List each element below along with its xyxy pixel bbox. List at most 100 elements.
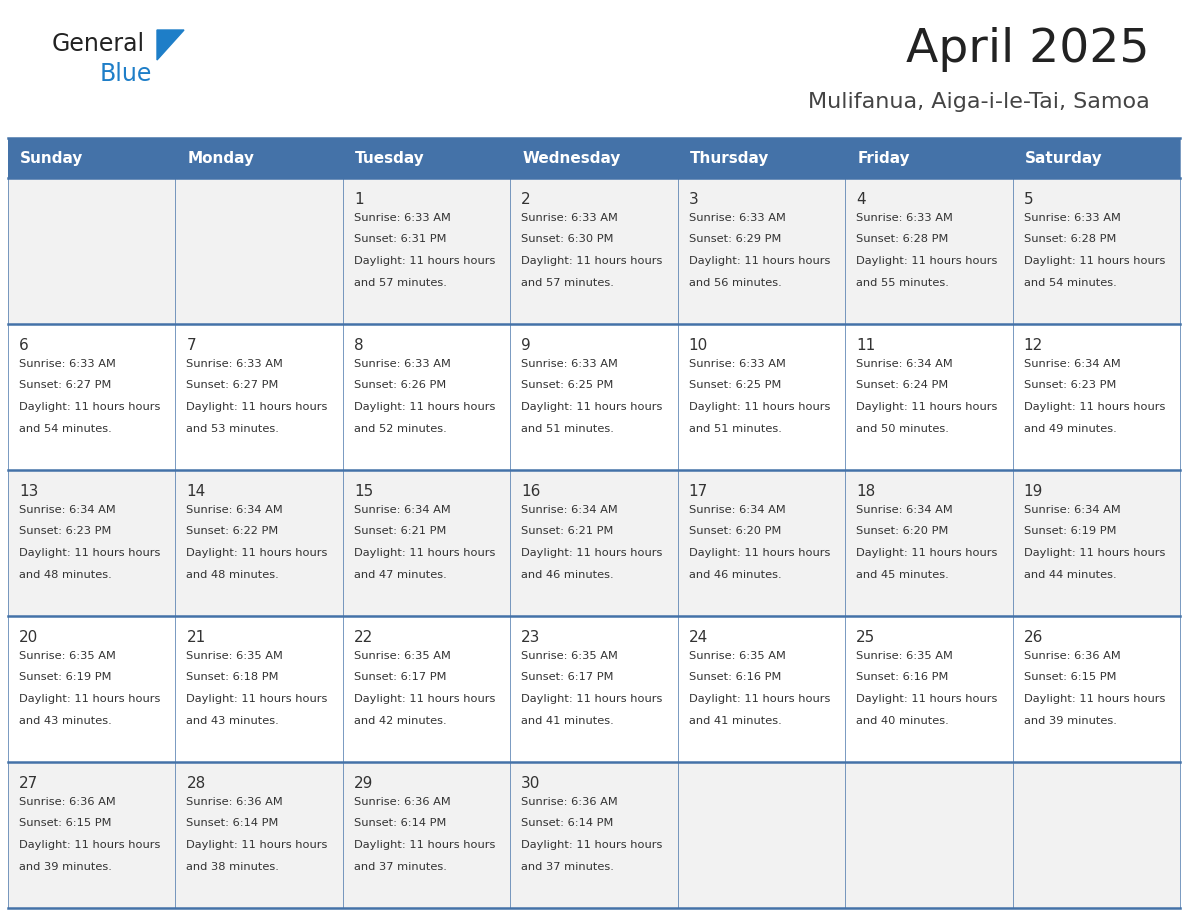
- Text: 1: 1: [354, 192, 364, 207]
- Text: Sunset: 6:15 PM: Sunset: 6:15 PM: [1024, 673, 1116, 682]
- Text: Sunrise: 6:33 AM: Sunrise: 6:33 AM: [1024, 213, 1120, 223]
- Text: Sunrise: 6:34 AM: Sunrise: 6:34 AM: [689, 505, 785, 515]
- Text: 20: 20: [19, 630, 38, 645]
- Text: Daylight: 11 hours hours: Daylight: 11 hours hours: [857, 548, 998, 558]
- Text: 29: 29: [354, 776, 373, 791]
- Text: and 37 minutes.: and 37 minutes.: [354, 861, 447, 871]
- Text: Sunset: 6:29 PM: Sunset: 6:29 PM: [689, 234, 781, 244]
- Text: Daylight: 11 hours hours: Daylight: 11 hours hours: [522, 402, 663, 412]
- Text: and 39 minutes.: and 39 minutes.: [1024, 715, 1117, 725]
- Text: Sunset: 6:25 PM: Sunset: 6:25 PM: [689, 380, 781, 390]
- Text: Sunset: 6:26 PM: Sunset: 6:26 PM: [354, 380, 447, 390]
- Text: 10: 10: [689, 338, 708, 353]
- Text: Thursday: Thursday: [690, 151, 769, 165]
- Text: Friday: Friday: [858, 151, 910, 165]
- Text: and 47 minutes.: and 47 minutes.: [354, 569, 447, 579]
- Text: and 46 minutes.: and 46 minutes.: [522, 569, 614, 579]
- Text: Wednesday: Wednesday: [523, 151, 620, 165]
- Text: Daylight: 11 hours hours: Daylight: 11 hours hours: [689, 402, 830, 412]
- Text: Sunset: 6:23 PM: Sunset: 6:23 PM: [19, 527, 112, 536]
- Text: 28: 28: [187, 776, 206, 791]
- Text: Daylight: 11 hours hours: Daylight: 11 hours hours: [19, 694, 160, 704]
- Text: Sunrise: 6:35 AM: Sunrise: 6:35 AM: [857, 651, 953, 661]
- Text: 12: 12: [1024, 338, 1043, 353]
- Text: 18: 18: [857, 484, 876, 499]
- Text: Sunset: 6:14 PM: Sunset: 6:14 PM: [354, 819, 447, 829]
- Text: Daylight: 11 hours hours: Daylight: 11 hours hours: [187, 840, 328, 850]
- Text: and 53 minutes.: and 53 minutes.: [187, 423, 279, 433]
- Text: 3: 3: [689, 192, 699, 207]
- Text: Sunset: 6:25 PM: Sunset: 6:25 PM: [522, 380, 614, 390]
- Text: April 2025: April 2025: [906, 28, 1150, 73]
- Text: Sunrise: 6:33 AM: Sunrise: 6:33 AM: [354, 359, 450, 369]
- Text: Monday: Monday: [188, 151, 254, 165]
- Text: 17: 17: [689, 484, 708, 499]
- Text: Daylight: 11 hours hours: Daylight: 11 hours hours: [187, 694, 328, 704]
- Bar: [8, 324, 1180, 470]
- Text: Sunrise: 6:34 AM: Sunrise: 6:34 AM: [1024, 359, 1120, 369]
- Text: Daylight: 11 hours hours: Daylight: 11 hours hours: [354, 548, 495, 558]
- Polygon shape: [157, 30, 184, 60]
- Text: Sunset: 6:14 PM: Sunset: 6:14 PM: [187, 819, 279, 829]
- Text: and 41 minutes.: and 41 minutes.: [689, 715, 782, 725]
- Text: Tuesday: Tuesday: [355, 151, 424, 165]
- Text: 5: 5: [1024, 192, 1034, 207]
- Bar: [8, 762, 1180, 908]
- Text: and 41 minutes.: and 41 minutes.: [522, 715, 614, 725]
- Text: and 43 minutes.: and 43 minutes.: [187, 715, 279, 725]
- Text: and 52 minutes.: and 52 minutes.: [354, 423, 447, 433]
- Text: Daylight: 11 hours hours: Daylight: 11 hours hours: [1024, 256, 1165, 266]
- Text: Daylight: 11 hours hours: Daylight: 11 hours hours: [19, 548, 160, 558]
- Text: 7: 7: [187, 338, 196, 353]
- Bar: [8, 178, 1180, 324]
- Text: Sunrise: 6:34 AM: Sunrise: 6:34 AM: [857, 359, 953, 369]
- Text: Sunset: 6:28 PM: Sunset: 6:28 PM: [857, 234, 948, 244]
- Text: and 39 minutes.: and 39 minutes.: [19, 861, 112, 871]
- Text: 16: 16: [522, 484, 541, 499]
- Bar: [8, 470, 1180, 616]
- Text: Sunset: 6:20 PM: Sunset: 6:20 PM: [857, 527, 948, 536]
- Text: and 43 minutes.: and 43 minutes.: [19, 715, 112, 725]
- Text: Sunrise: 6:35 AM: Sunrise: 6:35 AM: [354, 651, 450, 661]
- Text: and 40 minutes.: and 40 minutes.: [857, 715, 949, 725]
- Text: Sunset: 6:16 PM: Sunset: 6:16 PM: [689, 673, 781, 682]
- Text: Sunset: 6:17 PM: Sunset: 6:17 PM: [522, 673, 614, 682]
- Text: and 48 minutes.: and 48 minutes.: [19, 569, 112, 579]
- Text: Sunset: 6:31 PM: Sunset: 6:31 PM: [354, 234, 447, 244]
- Text: Sunrise: 6:35 AM: Sunrise: 6:35 AM: [19, 651, 116, 661]
- Text: Sunday: Sunday: [20, 151, 83, 165]
- Text: and 49 minutes.: and 49 minutes.: [1024, 423, 1117, 433]
- Text: Daylight: 11 hours hours: Daylight: 11 hours hours: [857, 256, 998, 266]
- Text: Sunrise: 6:34 AM: Sunrise: 6:34 AM: [187, 505, 283, 515]
- Text: and 57 minutes.: and 57 minutes.: [522, 277, 614, 287]
- Text: 19: 19: [1024, 484, 1043, 499]
- Text: Blue: Blue: [100, 62, 152, 86]
- Text: Sunrise: 6:36 AM: Sunrise: 6:36 AM: [522, 797, 618, 807]
- Text: and 57 minutes.: and 57 minutes.: [354, 277, 447, 287]
- Text: Sunset: 6:23 PM: Sunset: 6:23 PM: [1024, 380, 1116, 390]
- Text: 23: 23: [522, 630, 541, 645]
- Text: Sunrise: 6:35 AM: Sunrise: 6:35 AM: [522, 651, 618, 661]
- Text: Daylight: 11 hours hours: Daylight: 11 hours hours: [1024, 694, 1165, 704]
- Text: 27: 27: [19, 776, 38, 791]
- Text: and 42 minutes.: and 42 minutes.: [354, 715, 447, 725]
- Text: Mulifanua, Aiga-i-le-Tai, Samoa: Mulifanua, Aiga-i-le-Tai, Samoa: [808, 92, 1150, 112]
- Text: Sunrise: 6:33 AM: Sunrise: 6:33 AM: [522, 213, 618, 223]
- Text: Sunset: 6:18 PM: Sunset: 6:18 PM: [187, 673, 279, 682]
- Text: Sunrise: 6:33 AM: Sunrise: 6:33 AM: [354, 213, 450, 223]
- Text: Daylight: 11 hours hours: Daylight: 11 hours hours: [1024, 402, 1165, 412]
- Text: 2: 2: [522, 192, 531, 207]
- Text: Sunset: 6:15 PM: Sunset: 6:15 PM: [19, 819, 112, 829]
- Text: Sunrise: 6:34 AM: Sunrise: 6:34 AM: [1024, 505, 1120, 515]
- Text: 21: 21: [187, 630, 206, 645]
- Text: 11: 11: [857, 338, 876, 353]
- Bar: [8, 138, 1180, 178]
- Text: Sunset: 6:24 PM: Sunset: 6:24 PM: [857, 380, 948, 390]
- Text: and 51 minutes.: and 51 minutes.: [522, 423, 614, 433]
- Text: Daylight: 11 hours hours: Daylight: 11 hours hours: [354, 694, 495, 704]
- Text: and 51 minutes.: and 51 minutes.: [689, 423, 782, 433]
- Text: Sunset: 6:17 PM: Sunset: 6:17 PM: [354, 673, 447, 682]
- Text: Daylight: 11 hours hours: Daylight: 11 hours hours: [522, 840, 663, 850]
- Text: Sunset: 6:30 PM: Sunset: 6:30 PM: [522, 234, 614, 244]
- Text: Saturday: Saturday: [1024, 151, 1102, 165]
